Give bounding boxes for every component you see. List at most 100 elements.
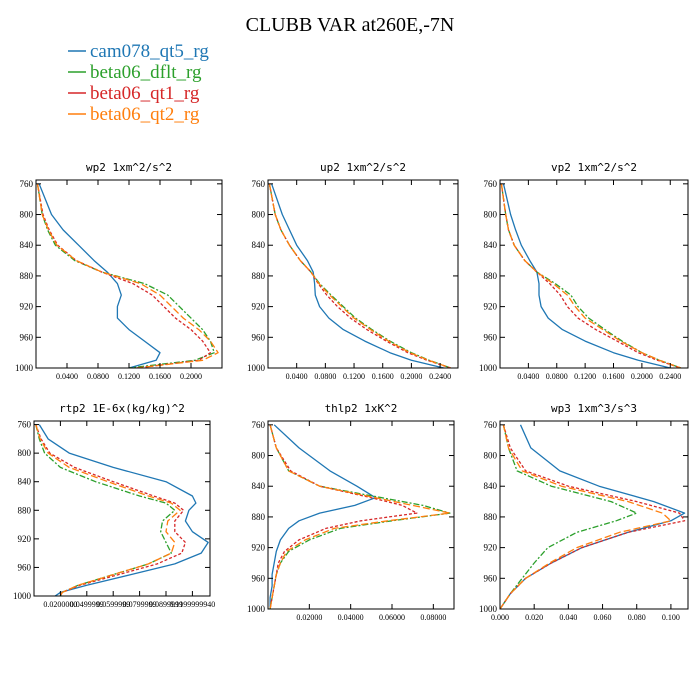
series-line bbox=[502, 183, 671, 368]
x-tick-label: 0.0200000 bbox=[43, 600, 77, 609]
series-line bbox=[270, 183, 444, 368]
plot-frame bbox=[35, 179, 223, 369]
y-tick-label: 960 bbox=[18, 562, 32, 572]
x-tick-label: 0.040 bbox=[559, 613, 577, 622]
chart-panel: thlp2 1xK^2 760 800 840 880 920 960 1000 0.02000… bbox=[247, 402, 455, 622]
x-tick-label: 0.1200 bbox=[574, 372, 596, 381]
y-tick-label: 880 bbox=[252, 512, 266, 522]
y-tick-label: 840 bbox=[252, 481, 266, 491]
figure-title: CLUBB VAR at260E,-7N bbox=[246, 14, 455, 36]
x-tick-label: 0.0400 bbox=[286, 372, 308, 381]
series-line bbox=[269, 424, 377, 609]
series-line bbox=[36, 183, 215, 368]
y-tick-label: 920 bbox=[18, 534, 32, 544]
y-tick-label: 760 bbox=[18, 420, 32, 430]
series-line bbox=[38, 183, 161, 368]
y-tick-label: 800 bbox=[252, 210, 266, 220]
legend-label: beta06_dflt_rg bbox=[90, 62, 202, 83]
x-tick-label: 0.0499999 bbox=[70, 600, 104, 609]
y-tick-label: 880 bbox=[252, 271, 266, 281]
y-tick-label: 960 bbox=[484, 573, 498, 583]
panel-title: thlp2 1xK^2 bbox=[325, 402, 398, 415]
series-line bbox=[500, 424, 638, 609]
x-tick-label: 0.0799999 bbox=[123, 600, 157, 609]
x-tick-label: 0.0800 bbox=[546, 372, 568, 381]
y-tick-label: 1000 bbox=[479, 363, 498, 373]
series-line bbox=[500, 183, 682, 368]
chart-panel: wp2 1xm^2/s^2 760 800 840 880 920 960 1000 0.040… bbox=[15, 161, 223, 381]
x-tick-label: 0.06000 bbox=[379, 613, 405, 622]
x-tick-label: 0.0899999 bbox=[149, 600, 183, 609]
y-tick-label: 800 bbox=[484, 210, 498, 220]
y-tick-label: 1000 bbox=[479, 604, 498, 614]
x-tick-label: 0.1199999940 bbox=[170, 600, 216, 609]
x-tick-label: 0.100 bbox=[662, 613, 680, 622]
x-tick-label: 0.1600 bbox=[149, 372, 171, 381]
legend: cam078_qt5_rgbeta06_dflt_rgbeta06_qt1_rg… bbox=[68, 41, 209, 125]
series-line bbox=[38, 424, 209, 596]
plot-frame bbox=[267, 420, 455, 610]
plot-frame bbox=[499, 420, 689, 610]
y-tick-label: 840 bbox=[20, 240, 34, 250]
y-tick-label: 840 bbox=[18, 477, 32, 487]
y-tick-label: 760 bbox=[252, 420, 266, 430]
y-tick-label: 760 bbox=[484, 420, 498, 430]
y-tick-label: 1000 bbox=[247, 363, 266, 373]
chart-panel: up2 1xm^2/s^2 760 800 840 880 920 960 1000 0.040… bbox=[247, 161, 459, 381]
series-line bbox=[35, 424, 181, 596]
x-tick-label: 0.2400 bbox=[429, 372, 451, 381]
y-tick-label: 880 bbox=[20, 271, 34, 281]
y-tick-label: 840 bbox=[484, 481, 498, 491]
y-tick-label: 800 bbox=[18, 448, 32, 458]
series-line bbox=[500, 424, 686, 609]
y-tick-label: 920 bbox=[252, 543, 266, 553]
series-line bbox=[269, 424, 418, 609]
series-line bbox=[268, 183, 452, 368]
y-tick-label: 1000 bbox=[15, 363, 34, 373]
legend-label: beta06_qt2_rg bbox=[90, 104, 200, 125]
y-tick-label: 840 bbox=[484, 240, 498, 250]
y-tick-label: 960 bbox=[484, 332, 498, 342]
x-tick-label: 0.0400 bbox=[517, 372, 539, 381]
y-tick-label: 880 bbox=[18, 505, 32, 515]
y-tick-label: 920 bbox=[20, 302, 34, 312]
x-tick-label: 0.2000 bbox=[631, 372, 653, 381]
y-tick-label: 1000 bbox=[247, 604, 266, 614]
x-tick-label: 0.02000 bbox=[296, 613, 322, 622]
x-tick-label: 0.04000 bbox=[338, 613, 364, 622]
series-line bbox=[500, 183, 682, 368]
chart-panel: vp2 1xm^2/s^2 760 800 840 880 920 960 1000 0.040… bbox=[479, 161, 689, 381]
y-tick-label: 960 bbox=[252, 332, 266, 342]
y-tick-label: 840 bbox=[252, 240, 266, 250]
x-tick-label: 0.020 bbox=[525, 613, 543, 622]
x-tick-label: 0.0599999 bbox=[96, 600, 130, 609]
plot-frame bbox=[33, 420, 211, 597]
x-tick-label: 0.0800 bbox=[87, 372, 109, 381]
y-tick-label: 800 bbox=[20, 210, 34, 220]
x-tick-label: 0.2000 bbox=[400, 372, 422, 381]
series-line bbox=[268, 183, 452, 368]
chart-panel: wp3 1xm^3/s^3 760 800 840 880 920 960 10000.000… bbox=[479, 402, 689, 622]
series-line bbox=[500, 183, 682, 368]
x-tick-label: 0.08000 bbox=[420, 613, 446, 622]
plot-frame bbox=[267, 179, 459, 369]
x-tick-label: 0.2000 bbox=[180, 372, 202, 381]
series-line bbox=[268, 183, 452, 368]
y-tick-label: 960 bbox=[252, 573, 266, 583]
panel-title: wp2 1xm^2/s^2 bbox=[86, 161, 172, 174]
y-tick-label: 800 bbox=[484, 451, 498, 461]
chart-panel: rtp2 1E-6x(kg/kg)^2 760 800 840 880 920 960 100… bbox=[13, 402, 215, 609]
x-tick-label: 0.0800 bbox=[314, 372, 336, 381]
y-tick-label: 920 bbox=[484, 302, 498, 312]
x-tick-label: 0.080 bbox=[628, 613, 646, 622]
series-line bbox=[500, 424, 672, 609]
y-tick-label: 920 bbox=[252, 302, 266, 312]
x-tick-label: 0.1200 bbox=[118, 372, 140, 381]
series-line bbox=[35, 424, 187, 596]
y-tick-label: 760 bbox=[252, 179, 266, 189]
x-tick-label: 0.0400 bbox=[56, 372, 78, 381]
panel-title: vp2 1xm^2/s^2 bbox=[551, 161, 637, 174]
x-tick-label: 0.1600 bbox=[372, 372, 394, 381]
series-line bbox=[36, 183, 219, 368]
